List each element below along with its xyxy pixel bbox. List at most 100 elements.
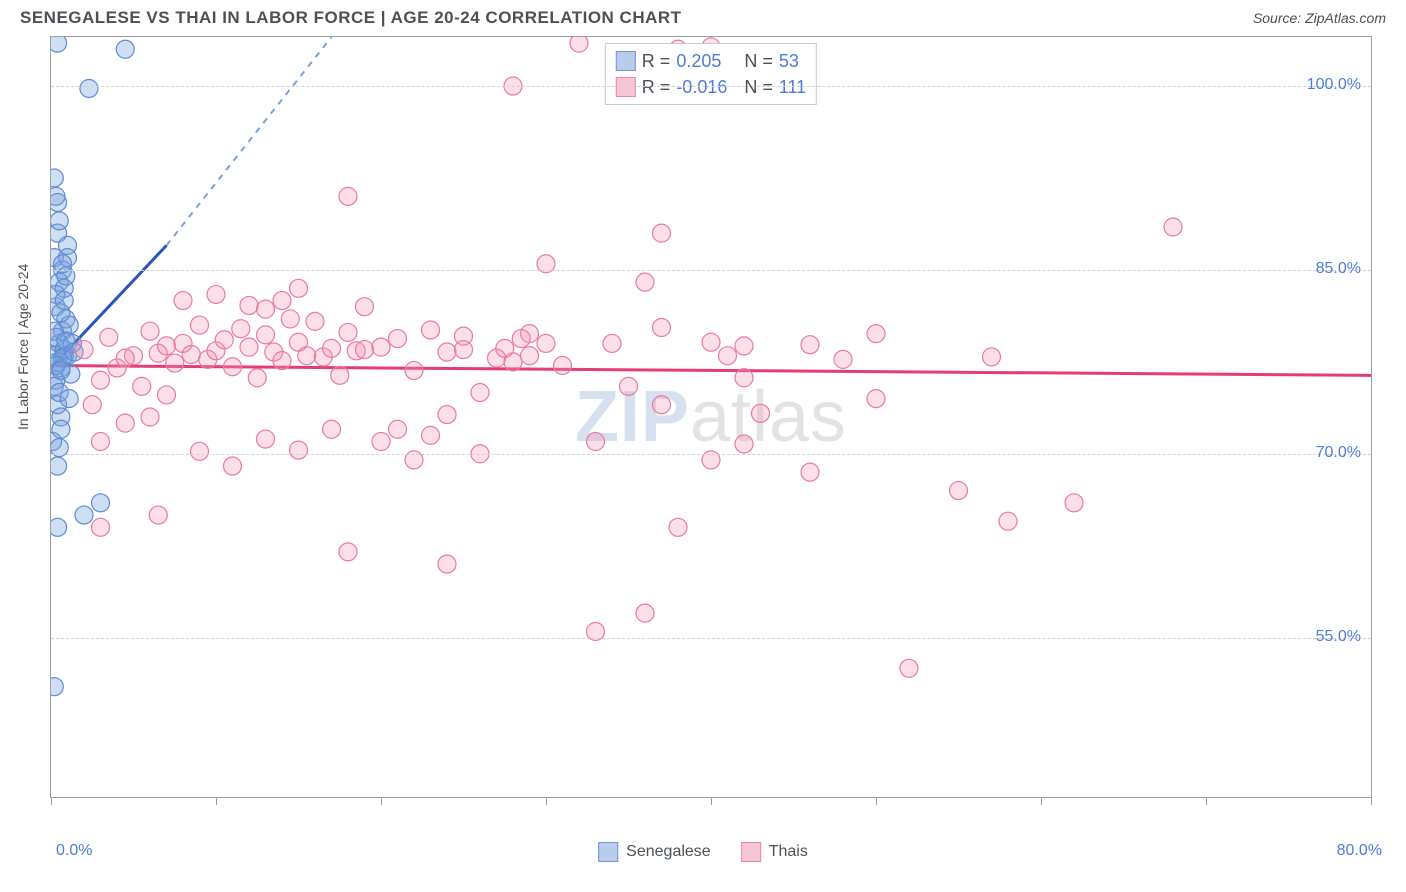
point-thais: [158, 386, 176, 404]
point-thais: [141, 322, 159, 340]
point-thais: [867, 325, 885, 343]
point-thais: [248, 369, 266, 387]
point-thais: [554, 357, 572, 375]
x-tick: [216, 797, 217, 805]
point-thais: [116, 414, 134, 432]
point-senegalese: [75, 506, 93, 524]
point-thais: [224, 457, 242, 475]
x-tick: [711, 797, 712, 805]
point-thais: [389, 420, 407, 438]
legend-label: Senegalese: [626, 843, 711, 861]
point-thais: [834, 350, 852, 368]
point-thais: [669, 518, 687, 536]
point-senegalese: [52, 361, 70, 379]
point-thais: [174, 292, 192, 310]
source-label: Source: ZipAtlas.com: [1253, 10, 1386, 26]
legend-row-senegalese: R =0.205N =53: [616, 48, 806, 74]
point-senegalese: [51, 457, 67, 475]
legend-item-senegalese: Senegalese: [598, 842, 711, 862]
point-thais: [75, 341, 93, 359]
legend-swatch: [616, 51, 636, 71]
x-axis-min-label: 0.0%: [56, 842, 92, 860]
point-thais: [191, 442, 209, 460]
point-senegalese: [51, 169, 63, 187]
point-thais: [92, 518, 110, 536]
point-thais: [405, 361, 423, 379]
point-thais: [290, 441, 308, 459]
point-thais: [92, 433, 110, 451]
legend-swatch: [741, 842, 761, 862]
point-thais: [999, 512, 1017, 530]
point-thais: [149, 506, 167, 524]
point-thais: [356, 341, 374, 359]
point-senegalese: [51, 187, 65, 205]
point-thais: [455, 341, 473, 359]
n-label: N =: [744, 48, 773, 74]
point-thais: [323, 420, 341, 438]
point-thais: [306, 312, 324, 330]
legend-item-thais: Thais: [741, 842, 808, 862]
point-thais: [331, 366, 349, 384]
point-thais: [232, 320, 250, 338]
point-thais: [422, 321, 440, 339]
point-thais: [438, 406, 456, 424]
point-senegalese: [52, 420, 70, 438]
point-thais: [702, 333, 720, 351]
point-thais: [752, 404, 770, 422]
x-tick: [876, 797, 877, 805]
x-axis-max-label: 80.0%: [1337, 842, 1382, 860]
x-tick: [1206, 797, 1207, 805]
point-thais: [900, 659, 918, 677]
grid-line: [51, 454, 1371, 455]
point-senegalese: [51, 37, 67, 52]
x-tick: [546, 797, 547, 805]
correlation-legend: R =0.205N =53R =-0.016N =111: [605, 43, 817, 105]
point-thais: [512, 330, 530, 348]
point-thais: [133, 377, 151, 395]
point-thais: [339, 543, 357, 561]
point-thais: [1164, 218, 1182, 236]
n-value: 53: [779, 48, 799, 74]
point-thais: [570, 37, 588, 52]
point-thais: [719, 347, 737, 365]
point-thais: [653, 396, 671, 414]
point-thais: [735, 369, 753, 387]
point-thais: [372, 433, 390, 451]
point-thais: [471, 383, 489, 401]
x-tick: [51, 797, 52, 805]
point-thais: [735, 435, 753, 453]
point-thais: [801, 463, 819, 481]
point-thais: [339, 187, 357, 205]
point-thais: [496, 339, 514, 357]
point-thais: [1065, 494, 1083, 512]
chart-area: ZIPatlas R =0.205N =53R =-0.016N =111 55…: [50, 36, 1372, 798]
point-thais: [191, 316, 209, 334]
point-thais: [983, 348, 1001, 366]
point-thais: [735, 337, 753, 355]
legend-label: Thais: [769, 843, 808, 861]
y-tick-label: 100.0%: [1307, 76, 1361, 94]
point-thais: [653, 224, 671, 242]
plot-svg: [51, 37, 1371, 797]
point-thais: [281, 310, 299, 328]
grid-line: [51, 270, 1371, 271]
r-label: R =: [642, 48, 671, 74]
point-thais: [166, 354, 184, 372]
point-senegalese: [51, 678, 63, 696]
point-thais: [323, 339, 341, 357]
point-thais: [339, 323, 357, 341]
series-legend: Senegalese Thais: [598, 842, 808, 862]
point-thais: [100, 328, 118, 346]
r-value: 0.205: [676, 48, 738, 74]
point-thais: [422, 426, 440, 444]
point-senegalese: [55, 292, 73, 310]
point-thais: [438, 555, 456, 573]
point-thais: [867, 390, 885, 408]
point-thais: [372, 338, 390, 356]
point-thais: [537, 334, 555, 352]
x-tick: [1041, 797, 1042, 805]
point-thais: [224, 358, 242, 376]
x-tick: [381, 797, 382, 805]
point-thais: [521, 347, 539, 365]
y-tick-label: 85.0%: [1316, 260, 1361, 278]
